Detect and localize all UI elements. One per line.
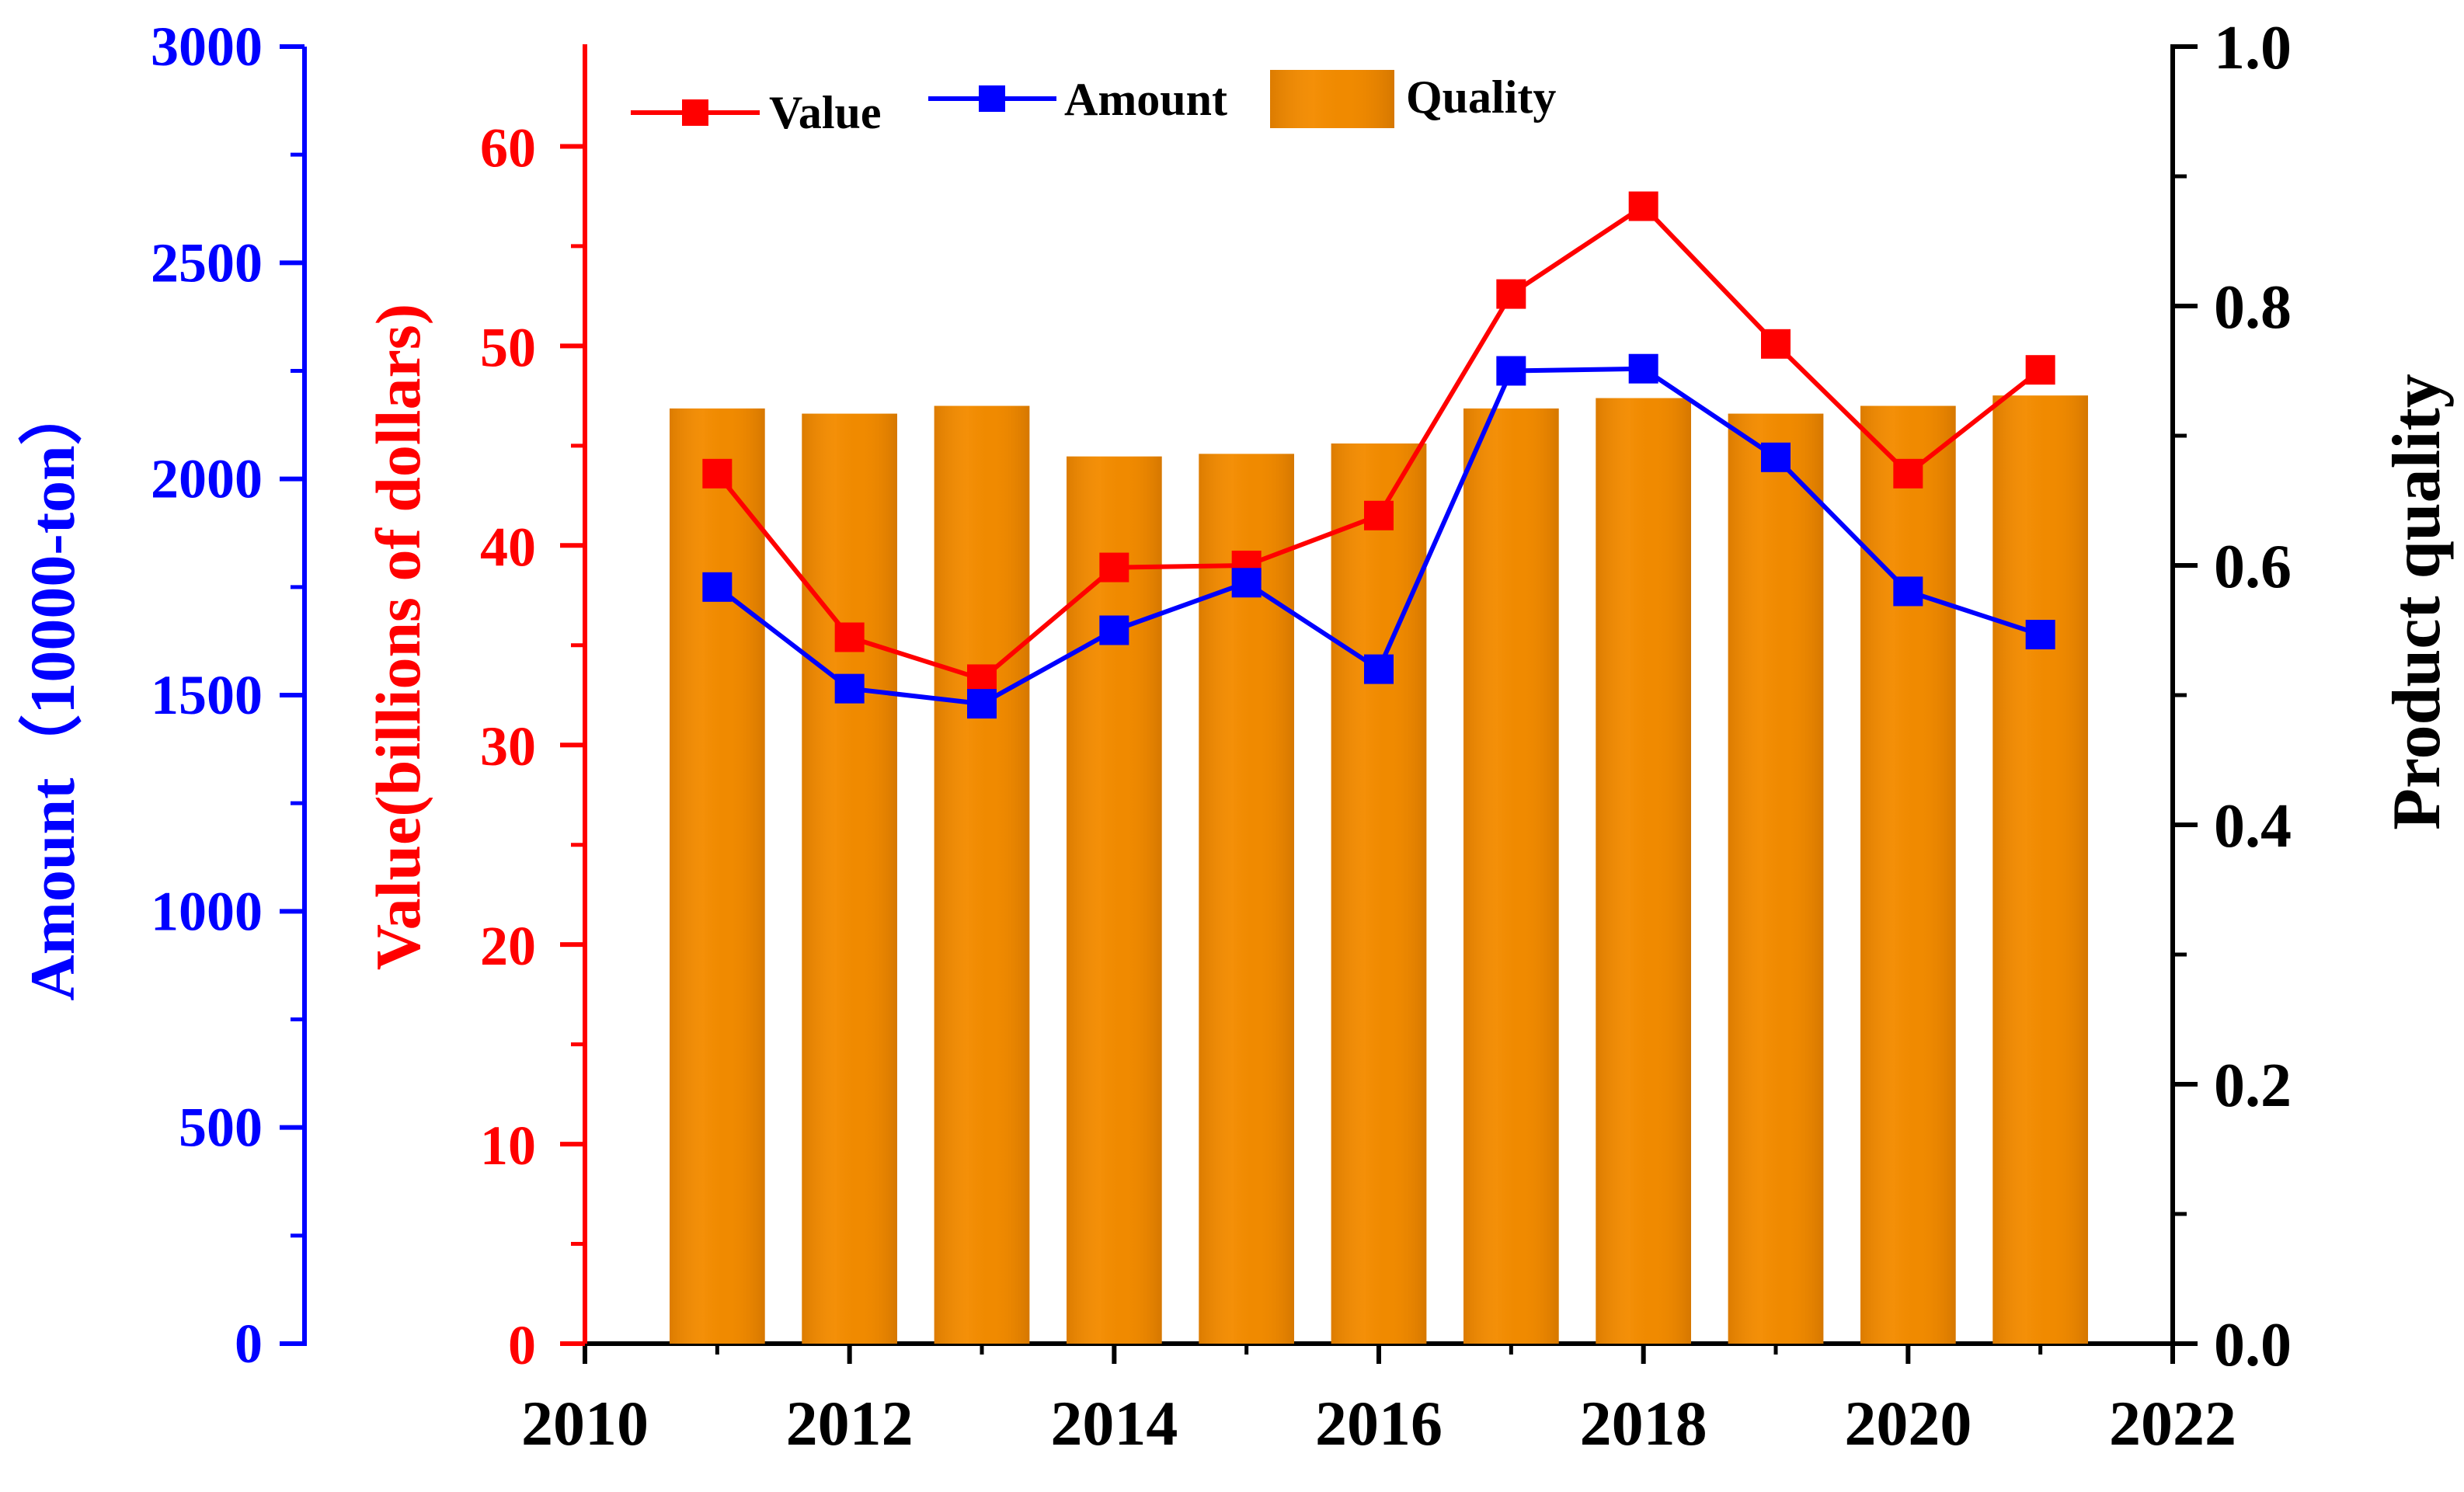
quality-tick-label-0.6: 0.6 <box>2214 533 2292 601</box>
amount-point-2012 <box>834 673 865 704</box>
amount-point-2019 <box>1761 442 1791 472</box>
value-point-2017 <box>1496 279 1526 309</box>
value-point-2013 <box>967 664 997 694</box>
amount-tick-label-0: 0 <box>235 1313 263 1375</box>
quality-bar-shade-2020 <box>1860 405 1956 1344</box>
x-tick-label-2012: 2012 <box>786 1388 914 1459</box>
x-tick-label-2016: 2016 <box>1315 1388 1443 1459</box>
amount-tick-label-2500: 2500 <box>151 231 263 294</box>
quality-tick-label-0.2: 0.2 <box>2214 1052 2292 1120</box>
x-tick-label-2010: 2010 <box>521 1388 649 1459</box>
quality-bar-shade-2018 <box>1596 398 1691 1344</box>
quality-tick-label-0.4: 0.4 <box>2214 792 2292 861</box>
legend-value-label: Value <box>769 87 882 138</box>
amount-point-2015 <box>1231 568 1262 598</box>
amount-point-2018 <box>1628 353 1658 384</box>
quality-bar-shade-2019 <box>1728 413 1824 1344</box>
legend-quality-label: Quality <box>1406 71 1556 123</box>
amount-point-2011 <box>702 572 733 602</box>
right-axis-title: Product quality <box>2379 374 2455 830</box>
amount-tick-label-500: 500 <box>179 1097 263 1159</box>
legend-amount-marker <box>979 85 1005 112</box>
value-tick-label-0: 0 <box>508 1314 536 1376</box>
left-inner-axis-title: Value(billions of dollars) <box>363 304 433 970</box>
quality-bar-shade-2013 <box>934 405 1030 1344</box>
quality-bar-shade-2011 <box>670 408 765 1344</box>
value-point-2020 <box>1893 458 1923 489</box>
value-tick-label-20: 20 <box>480 915 536 977</box>
x-tick-label-2022: 2022 <box>2109 1388 2236 1459</box>
value-tick-label-10: 10 <box>480 1115 536 1177</box>
value-tick-label-50: 50 <box>480 316 536 378</box>
quality-bar-shade-2016 <box>1331 443 1427 1344</box>
value-tick-label-40: 40 <box>480 516 536 578</box>
value-point-2019 <box>1761 329 1791 359</box>
quality-bar-shade-2021 <box>1992 395 2088 1344</box>
left-outer-axis-title: Amount（10000-ton） <box>17 381 88 1000</box>
value-point-2018 <box>1628 191 1658 221</box>
amount-tick-label-3000: 3000 <box>151 16 263 78</box>
legend-value-marker <box>682 99 708 126</box>
quality-tick-label-0.0: 0.0 <box>2214 1311 2292 1379</box>
legend-quality-swatch-shade <box>1270 70 1394 128</box>
amount-point-2016 <box>1364 654 1394 684</box>
amount-tick-label-1000: 1000 <box>151 880 263 942</box>
value-tick-label-60: 60 <box>480 117 536 179</box>
value-tick-label-30: 30 <box>480 715 536 777</box>
value-point-2016 <box>1364 500 1394 530</box>
amount-point-2013 <box>967 689 997 719</box>
quality-bar-shade-2012 <box>802 413 897 1344</box>
x-tick-label-2020: 2020 <box>1844 1388 1972 1459</box>
x-tick-label-2014: 2014 <box>1050 1388 1178 1459</box>
legend-amount-label: Amount <box>1064 74 1227 125</box>
value-point-2014 <box>1099 552 1129 583</box>
amount-tick-label-2000: 2000 <box>151 448 263 510</box>
quality-bar-shade-2017 <box>1463 408 1559 1344</box>
amount-point-2017 <box>1496 356 1526 386</box>
x-tick-label-2018: 2018 <box>1580 1388 1707 1459</box>
amount-tick-label-1500: 1500 <box>151 664 263 726</box>
legend: Value Amount Quality <box>631 70 1556 138</box>
value-point-2011 <box>702 458 733 489</box>
quality-bar-shade-2014 <box>1067 456 1162 1344</box>
value-point-2012 <box>834 622 865 652</box>
quality-tick-label-1.0: 1.0 <box>2214 14 2292 82</box>
amount-point-2021 <box>2025 620 2055 650</box>
value-point-2021 <box>2025 355 2055 385</box>
amount-point-2020 <box>1893 576 1923 607</box>
quality-tick-label-0.8: 0.8 <box>2214 273 2292 342</box>
amount-point-2014 <box>1099 615 1129 645</box>
